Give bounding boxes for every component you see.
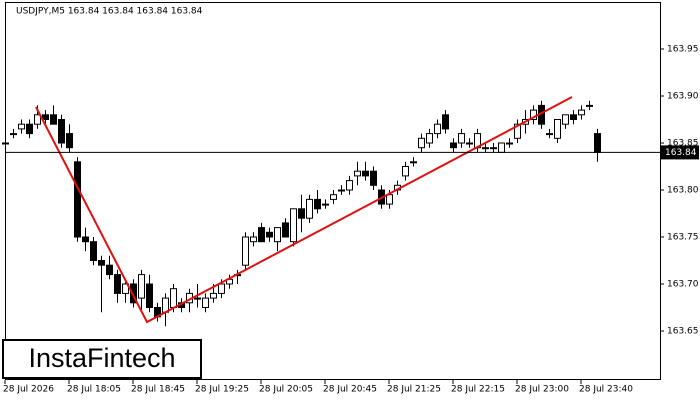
candle-body [290, 208, 297, 243]
chart-title: USDJPY,M5 163.84 163.84 163.84 163.84 [16, 7, 203, 17]
candle-body [2, 142, 9, 145]
candle-body [98, 260, 105, 266]
candle-body [418, 137, 425, 149]
candle-body [42, 114, 49, 121]
candle-body [138, 274, 145, 299]
candle-body [282, 222, 289, 238]
candle-body [546, 133, 553, 136]
candle-body [34, 114, 41, 125]
candle-body [114, 274, 121, 294]
candle-body [306, 198, 313, 219]
candle-body [490, 147, 497, 150]
candle-body [410, 161, 417, 164]
candle-body [434, 123, 441, 135]
candle-body [586, 104, 593, 107]
candle-body [450, 142, 457, 149]
candle-body [322, 203, 329, 206]
y-tick-label: 163.95 [667, 45, 699, 55]
candle-body [26, 123, 33, 135]
current-price-label: 163.84 [665, 148, 697, 158]
candle-body [466, 142, 473, 145]
x-tick-label: 28 Jul 23:40 [579, 385, 633, 395]
candle-body [570, 114, 577, 121]
x-tick-label: 28 Jul 18:45 [131, 385, 185, 395]
candle-body [18, 123, 25, 130]
y-tick-label: 163.80 [667, 186, 699, 196]
x-tick-label: 28 Jul 19:25 [195, 385, 249, 395]
candle-body [426, 133, 433, 144]
x-tick-label: 28 Jul 23:00 [515, 385, 569, 395]
y-tick-label: 163.85 [667, 139, 699, 149]
candle-body [258, 227, 265, 243]
candle-body [146, 283, 153, 308]
y-tick-label: 163.65 [667, 327, 699, 337]
x-tick-label: 28 Jul 22:15 [451, 385, 505, 395]
candle-body [266, 231, 273, 238]
candle-body [338, 189, 345, 192]
candle-body [330, 194, 337, 200]
candle-body [578, 109, 585, 116]
y-tick-label: 163.90 [667, 92, 699, 102]
candle-body [514, 123, 521, 139]
candle-body [562, 114, 569, 125]
candle-body [130, 283, 137, 304]
candles [2, 100, 601, 327]
pattern-line [35, 96, 573, 324]
candle-body [82, 236, 89, 243]
current-price-box [661, 145, 699, 160]
candle-body [210, 292, 217, 299]
candle-body [442, 114, 449, 130]
candle-body [250, 236, 257, 243]
logo: InstaFintech [28, 343, 175, 373]
candle-body [298, 208, 305, 219]
candle-body [170, 288, 177, 309]
x-tick-label: 28 Jul 21:25 [387, 385, 441, 395]
logo-box [2, 339, 202, 379]
candle-body [370, 170, 377, 186]
candle-body [314, 198, 321, 210]
candle-body [90, 241, 97, 261]
y-tick-label: 163.75 [667, 233, 699, 243]
candle-body [554, 119, 561, 139]
candle-body [106, 264, 113, 276]
candle-body [506, 142, 513, 145]
y-tick-label: 163.70 [667, 280, 699, 290]
candle-body [74, 161, 81, 238]
candle-body [458, 133, 465, 144]
candle-body [242, 236, 249, 266]
candle-body [194, 297, 201, 300]
candle-body [10, 133, 17, 136]
x-tick-label: 28 Jul 20:05 [259, 385, 313, 395]
candle-body [386, 194, 393, 205]
candle-body [594, 133, 601, 153]
candle-body [346, 180, 353, 191]
candle-body [66, 133, 73, 149]
candle-body [354, 170, 361, 177]
candle-body [498, 142, 505, 153]
candle-body [218, 283, 225, 294]
candle-body [482, 147, 489, 150]
candle-body [202, 297, 209, 309]
candle-body [58, 119, 65, 144]
candle-body [50, 114, 57, 125]
x-tick-label: 28 Jul 2026 [3, 385, 54, 395]
candle-body [362, 170, 369, 177]
plot-frame [5, 2, 661, 380]
x-tick-label: 28 Jul 18:05 [67, 385, 121, 395]
x-tick-label: 28 Jul 20:45 [323, 385, 377, 395]
candle-body [274, 227, 281, 243]
candle-body [122, 283, 129, 294]
candle-body [402, 166, 409, 177]
